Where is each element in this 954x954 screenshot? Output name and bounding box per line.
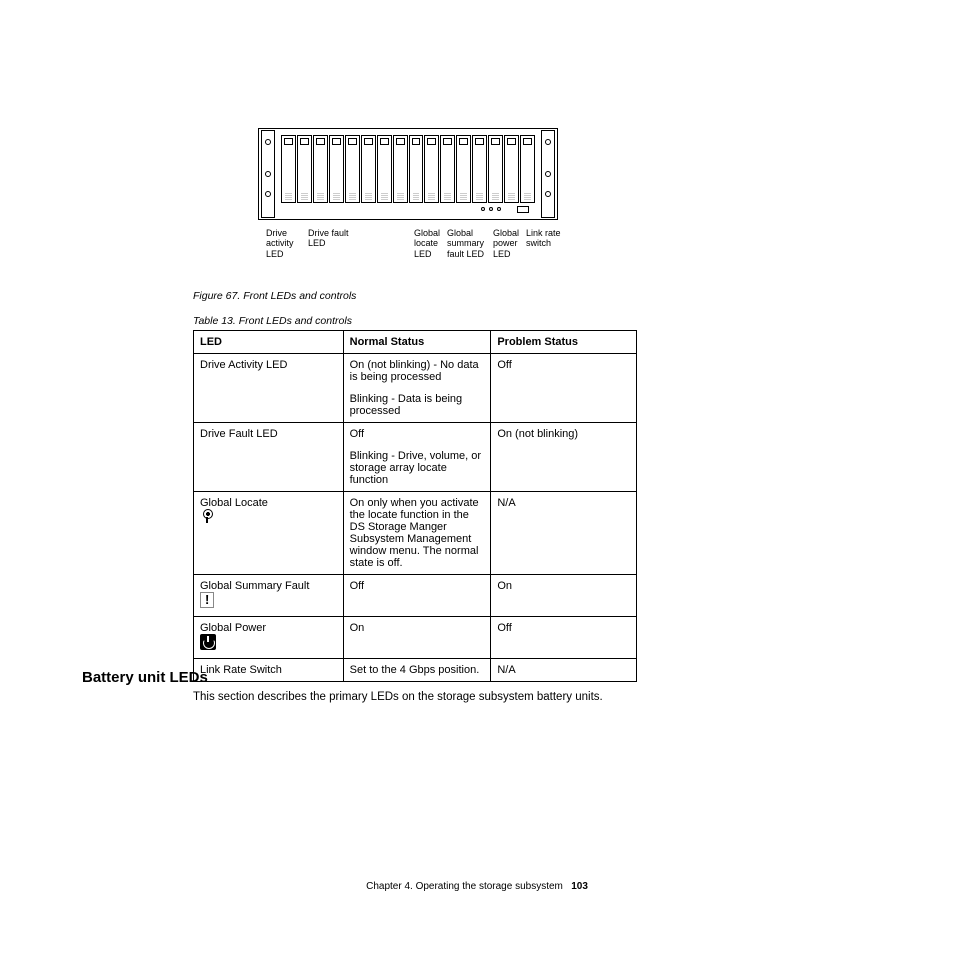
callout-drive-activity: Drive activity LED <box>266 228 308 259</box>
footer-page-number: 103 <box>571 881 588 892</box>
table-row: Link Rate Switch Set to the 4 Gbps posit… <box>194 659 637 682</box>
cell-led: Global Summary Fault <box>194 575 344 617</box>
mounting-ear-right <box>541 130 555 218</box>
cell-text: Off <box>350 580 485 592</box>
table-row: Global Summary Fault Off On <box>194 575 637 617</box>
cell-normal: On only when you activate the locate fun… <box>343 492 491 575</box>
callout-link-rate-switch: Link rate switch <box>526 228 568 249</box>
cell-text: Off <box>350 428 485 440</box>
figure-caption: Figure 67. Front LEDs and controls <box>193 290 356 302</box>
cell-text: Global Summary Fault <box>200 580 309 592</box>
table-header-row: LED Normal Status Problem Status <box>194 331 637 354</box>
cell-text: Blinking - Data is being processed <box>350 393 485 417</box>
table-row: Drive Fault LED Off Blinking - Drive, vo… <box>194 423 637 492</box>
indicator-strip <box>281 207 535 215</box>
cell-normal: Off Blinking - Drive, volume, or storage… <box>343 423 491 492</box>
power-icon <box>200 634 216 650</box>
cell-led: Link Rate Switch <box>194 659 344 682</box>
page: Drive activity LED Drive fault LED Globa… <box>0 0 954 954</box>
table-row: Global Locate On only when you activate … <box>194 492 637 575</box>
drive-bays <box>281 135 535 203</box>
cell-problem: Off <box>491 354 637 423</box>
cell-normal: Set to the 4 Gbps position. <box>343 659 491 682</box>
col-led: LED <box>194 331 344 354</box>
cell-text: Global Power <box>200 622 266 634</box>
col-normal: Normal Status <box>343 331 491 354</box>
fault-icon <box>200 592 214 608</box>
cell-problem: N/A <box>491 659 637 682</box>
section-heading: Battery unit LEDs <box>82 669 208 686</box>
front-panel-diagram: Drive activity LED Drive fault LED Globa… <box>258 128 558 228</box>
cell-text: On only when you activate the locate fun… <box>350 497 485 569</box>
mounting-ear-left <box>261 130 275 218</box>
cell-text: Set to the 4 Gbps position. <box>350 664 485 676</box>
chassis <box>258 128 558 220</box>
cell-led: Drive Activity LED <box>194 354 344 423</box>
col-problem: Problem Status <box>491 331 637 354</box>
table-row: Global Power On Off <box>194 617 637 659</box>
cell-text: Blinking - Drive, volume, or storage arr… <box>350 450 485 486</box>
cell-normal: On <box>343 617 491 659</box>
callout-drive-fault: Drive fault LED <box>308 228 350 249</box>
cell-problem: N/A <box>491 492 637 575</box>
cell-problem: Off <box>491 617 637 659</box>
table-row: Drive Activity LED On (not blinking) - N… <box>194 354 637 423</box>
cell-text: On (not blinking) - No data is being pro… <box>350 359 485 383</box>
callout-global-summary-fault: Global summary fault LED <box>447 228 489 259</box>
cell-problem: On <box>491 575 637 617</box>
section-body: This section describes the primary LEDs … <box>193 691 603 703</box>
cell-problem: On (not blinking) <box>491 423 637 492</box>
cell-led: Global Power <box>194 617 344 659</box>
cell-text: Global Locate <box>200 497 268 509</box>
cell-led: Global Locate <box>194 492 344 575</box>
cell-led: Drive Fault LED <box>194 423 344 492</box>
table-caption: Table 13. Front LEDs and controls <box>193 315 352 327</box>
led-status-table: LED Normal Status Problem Status Drive A… <box>193 330 637 682</box>
cell-normal: Off <box>343 575 491 617</box>
footer-chapter: Chapter 4. Operating the storage subsyst… <box>366 881 563 892</box>
page-footer: Chapter 4. Operating the storage subsyst… <box>0 881 954 892</box>
locate-icon <box>200 509 214 523</box>
cell-text: On <box>350 622 485 634</box>
cell-normal: On (not blinking) - No data is being pro… <box>343 354 491 423</box>
